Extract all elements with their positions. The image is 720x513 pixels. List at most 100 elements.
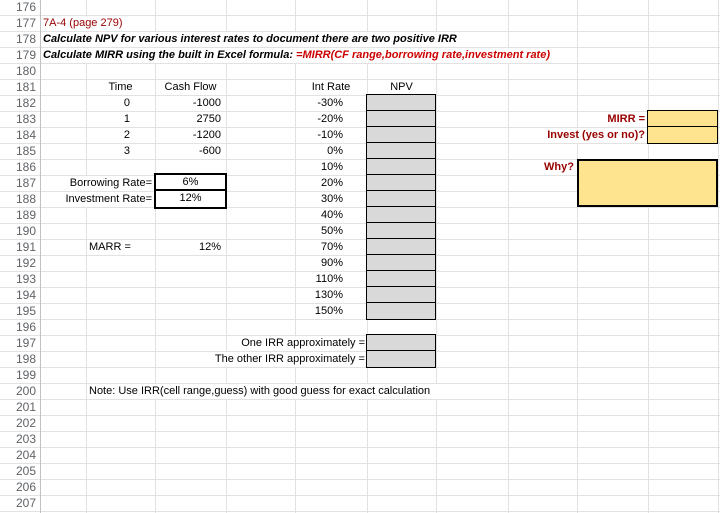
npv-cell[interactable] — [367, 223, 435, 239]
npv-cell[interactable] — [367, 239, 435, 255]
row-header[interactable]: 207 — [15, 496, 36, 510]
intrate-cell[interactable]: 30% — [320, 193, 343, 205]
row-header[interactable]: 187 — [15, 176, 36, 190]
row-header[interactable]: 202 — [15, 416, 36, 430]
marr-value-cell[interactable]: 12% — [198, 241, 221, 253]
problem-title: 7A-4 (page 279) — [41, 16, 148, 31]
row-header[interactable]: 183 — [15, 112, 36, 126]
column-gridline — [436, 0, 437, 513]
borrowing-rate-cell[interactable]: 6% — [156, 175, 225, 191]
npv-cell[interactable] — [367, 271, 435, 287]
row-header[interactable]: 190 — [15, 224, 36, 238]
column-gridline — [648, 0, 649, 513]
why-label: Why? — [509, 160, 574, 175]
row-header[interactable]: 181 — [15, 80, 36, 94]
intrate-cell[interactable]: 10% — [320, 161, 343, 173]
borrowing-rate-label: Borrowing Rate= — [60, 176, 152, 191]
row-header[interactable]: 191 — [15, 240, 36, 254]
intrate-cell[interactable]: -10% — [317, 129, 343, 141]
row-header[interactable]: 200 — [15, 384, 36, 398]
row-header[interactable]: 179 — [15, 48, 36, 62]
row-header[interactable]: 182 — [15, 96, 36, 110]
mirr-answer-cell[interactable] — [648, 111, 717, 127]
cashflow-cell[interactable]: 2750 — [196, 113, 221, 125]
intrate-cell[interactable]: 110% — [315, 273, 343, 285]
row-header[interactable]: 197 — [15, 336, 36, 350]
intrate-cell[interactable]: 50% — [320, 225, 343, 237]
npv-cell[interactable] — [367, 111, 435, 127]
npv-cell[interactable] — [367, 143, 435, 159]
intrate-cell[interactable]: -30% — [317, 97, 343, 109]
instruction-line-1: Calculate NPV for various interest rates… — [41, 32, 488, 47]
intrate-cell[interactable]: 70% — [320, 241, 343, 253]
cashflow-cell[interactable]: -600 — [198, 145, 221, 157]
row-header[interactable]: 203 — [15, 432, 36, 446]
why-answer-box[interactable] — [577, 159, 718, 207]
row-header[interactable]: 195 — [15, 304, 36, 318]
row-header[interactable]: 192 — [15, 256, 36, 270]
row-header[interactable]: 198 — [15, 352, 36, 366]
column-gridline — [577, 0, 578, 513]
row-header[interactable]: 184 — [15, 128, 36, 142]
row-header[interactable]: 194 — [15, 288, 36, 302]
column-gridline — [86, 0, 87, 513]
intrate-cell[interactable]: 20% — [320, 177, 343, 189]
npv-cell[interactable] — [367, 191, 435, 207]
row-header[interactable]: 206 — [15, 480, 36, 494]
note-text: Note: Use IRR(cell range,guess) with goo… — [87, 384, 479, 399]
time-cell[interactable]: 3 — [123, 145, 130, 157]
time-column-header: Time — [108, 81, 133, 93]
row-header[interactable]: 178 — [15, 32, 36, 46]
npv-cell[interactable] — [367, 207, 435, 223]
row-header[interactable]: 186 — [15, 160, 36, 174]
npv-column-cells — [366, 94, 436, 320]
npv-cell[interactable] — [367, 127, 435, 143]
row-header[interactable]: 177 — [15, 16, 36, 30]
row-header-divider — [40, 0, 41, 513]
rate-input-box: 6% 12% — [154, 173, 227, 209]
intrate-cell[interactable]: 40% — [320, 209, 343, 221]
one-irr-cell[interactable] — [367, 335, 435, 351]
intrate-cell[interactable]: -20% — [317, 113, 343, 125]
npv-cell[interactable] — [367, 159, 435, 175]
intrate-column-header: Int Rate — [311, 81, 351, 93]
time-cell[interactable]: 2 — [123, 129, 130, 141]
invest-answer-cell[interactable] — [648, 127, 717, 143]
row-header[interactable]: 176 — [15, 0, 36, 14]
row-header[interactable]: 193 — [15, 272, 36, 286]
column-gridline — [295, 0, 296, 513]
row-header[interactable]: 180 — [15, 64, 36, 78]
one-irr-label: One IRR approximately = — [230, 336, 365, 351]
intrate-cell[interactable]: 0% — [327, 145, 343, 157]
time-cell[interactable]: 1 — [123, 113, 130, 125]
row-header[interactable]: 196 — [15, 320, 36, 334]
cashflow-cell[interactable]: -1200 — [192, 129, 221, 141]
row-header[interactable]: 189 — [15, 208, 36, 222]
cashflow-cell[interactable]: -1000 — [192, 97, 221, 109]
column-gridline — [508, 0, 509, 513]
npv-cell[interactable] — [367, 287, 435, 303]
intrate-cell[interactable]: 150% — [314, 305, 343, 317]
npv-cell[interactable] — [367, 303, 435, 319]
instruction-line-2: Calculate MIRR using the built in Excel … — [41, 48, 563, 63]
other-irr-cell[interactable] — [367, 351, 435, 367]
npv-cell[interactable] — [367, 255, 435, 271]
investment-rate-cell[interactable]: 12% — [179, 192, 202, 204]
time-cell[interactable]: 0 — [123, 97, 130, 109]
column-gridline — [226, 0, 227, 513]
mirr-label: MIRR = — [607, 113, 645, 125]
intrate-cell[interactable]: 130% — [314, 289, 343, 301]
row-header[interactable]: 201 — [15, 400, 36, 414]
other-irr-label: The other IRR approximately = — [202, 352, 365, 367]
row-header[interactable]: 199 — [15, 368, 36, 382]
row-header[interactable]: 188 — [15, 192, 36, 206]
row-header[interactable]: 205 — [15, 464, 36, 478]
npv-cell[interactable] — [367, 175, 435, 191]
npv-cell[interactable] — [367, 95, 435, 111]
instruction-line-2-text: Calculate MIRR using the built in Excel … — [43, 49, 297, 61]
row-header[interactable]: 204 — [15, 448, 36, 462]
row-header[interactable]: 185 — [15, 144, 36, 158]
investment-rate-label: Investment Rate= — [58, 192, 152, 207]
intrate-cell[interactable]: 90% — [320, 257, 343, 269]
